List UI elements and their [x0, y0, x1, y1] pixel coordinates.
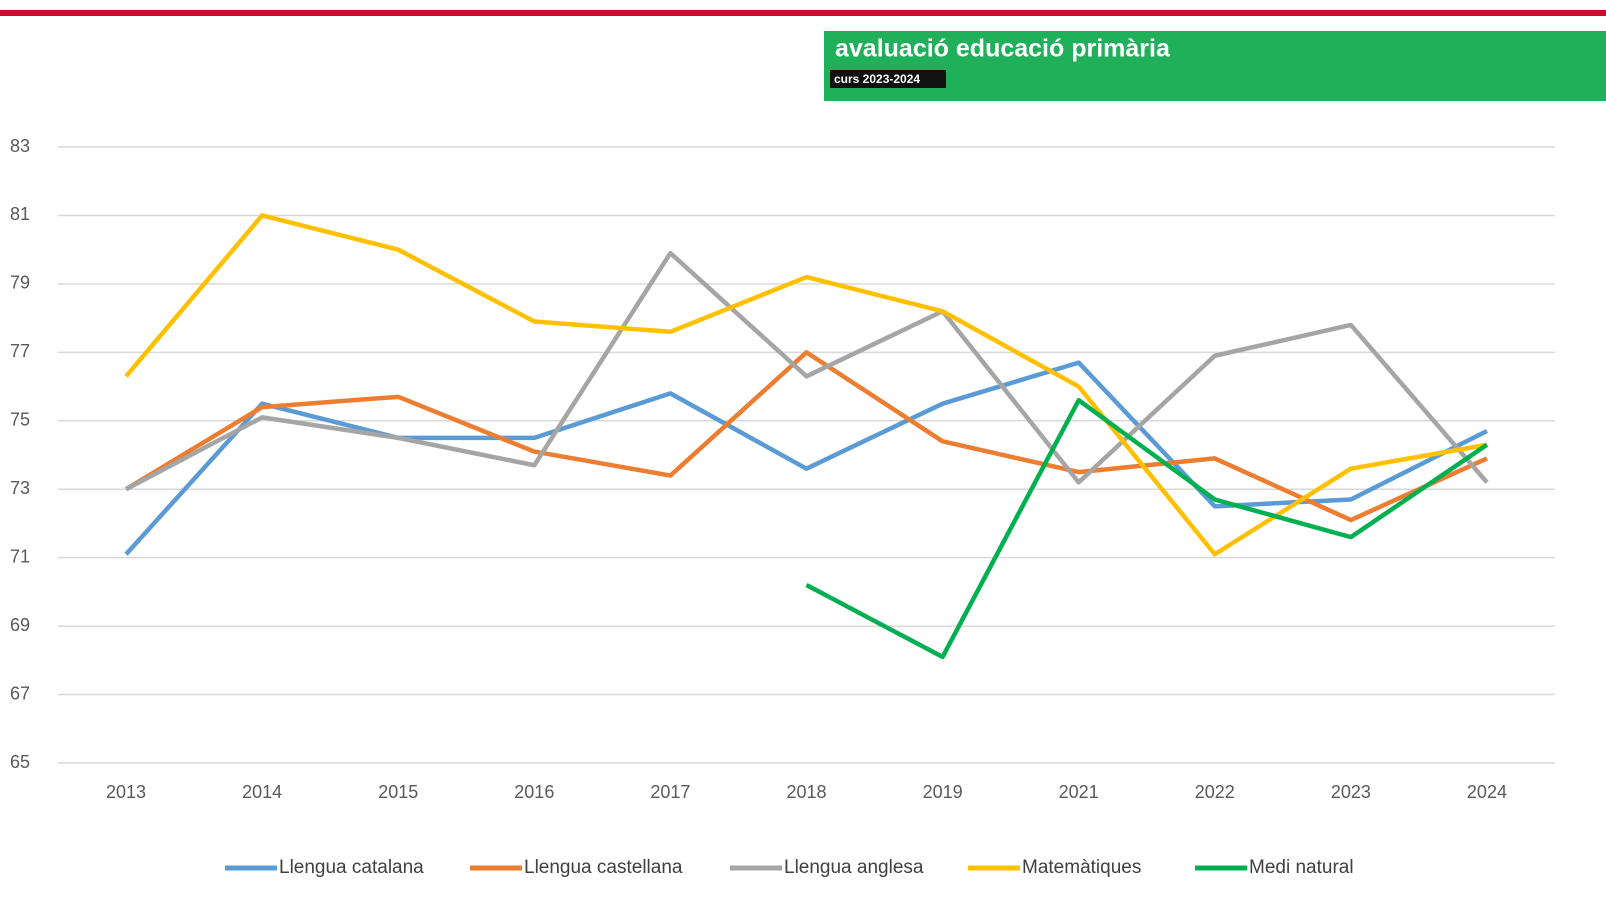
y-tick-label: 77 [10, 341, 30, 361]
y-tick-label: 67 [10, 683, 30, 703]
x-tick-label: 2023 [1331, 782, 1371, 802]
x-tick-label: 2024 [1467, 782, 1507, 802]
header-subtitle-box [830, 70, 946, 88]
x-tick-label: 2019 [923, 782, 963, 802]
legend-label: Medi natural [1249, 857, 1354, 878]
x-tick-label: 2018 [786, 782, 826, 802]
y-tick-label: 71 [10, 546, 30, 566]
series-line [124, 360, 1488, 556]
x-tick-label: 2022 [1195, 782, 1235, 802]
y-tick-label: 81 [10, 204, 30, 224]
y-tick-label: 69 [10, 615, 30, 635]
series-line [124, 350, 1488, 523]
y-tick-label: 79 [10, 273, 30, 293]
header-title: avaluació educació primària [835, 35, 1171, 63]
header-subtitle: curs 2023-2024 [834, 72, 920, 86]
x-tick-label: 2021 [1059, 782, 1099, 802]
x-tick-label: 2014 [242, 782, 282, 802]
x-tick-label: 2015 [378, 782, 418, 802]
series-line [124, 213, 1488, 557]
x-tick-label: 2013 [106, 782, 146, 802]
series-line [124, 250, 1489, 492]
legend-label: Llengua catalana [279, 857, 424, 878]
legend-label: Llengua anglesa [784, 857, 924, 878]
y-tick-label: 65 [10, 752, 30, 772]
header-banner [824, 31, 1606, 101]
y-tick-label: 83 [10, 136, 30, 156]
top-rule [0, 10, 1606, 16]
y-tick-label: 73 [10, 478, 30, 498]
series-line [805, 397, 1489, 660]
legend-label: Matemàtiques [1022, 857, 1141, 878]
x-tick-label: 2016 [514, 782, 554, 802]
x-tick-label: 2017 [650, 782, 690, 802]
legend-label: Llengua castellana [524, 857, 683, 878]
y-tick-label: 75 [10, 410, 30, 430]
